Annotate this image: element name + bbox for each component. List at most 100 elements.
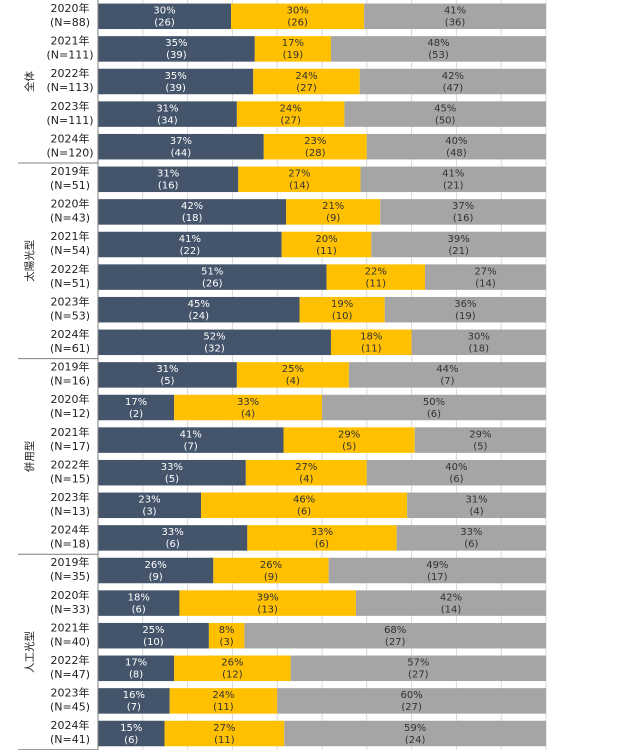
bar-row: 2024年(N=61) 52%(32) 18%(11) 30%(18) [50, 327, 546, 356]
bar-segment-series-2 [174, 655, 291, 682]
bar-segment-series-2 [263, 133, 367, 160]
data-label-count: (21) [448, 246, 469, 257]
data-label-count: (13) [257, 604, 278, 615]
data-label-count: (16) [158, 181, 179, 192]
bar-segment-series-1 [98, 101, 237, 127]
data-label-percent: 17% [125, 397, 147, 408]
data-label-percent: 30% [468, 332, 490, 343]
data-label-percent: 35% [165, 71, 187, 82]
bar-segment-series-3 [284, 720, 546, 747]
bar-segment-series-3 [355, 590, 546, 616]
bar-segment-series-3 [344, 101, 546, 127]
row-year-label: 2020年 [51, 197, 90, 211]
data-label-count: (26) [154, 18, 175, 29]
data-label-percent: 17% [125, 658, 147, 669]
data-label-percent: 30% [153, 6, 175, 17]
data-label-percent: 48% [427, 38, 449, 49]
bar-segment-series-1 [98, 36, 255, 62]
group-4: 人工光型2019年(N=35)26%(9)26%(9)49%(17)2020年(… [18, 555, 547, 751]
data-label-count: (19) [283, 50, 304, 61]
data-label-count: (36) [445, 18, 466, 29]
row-year-label: 2024年 [51, 131, 90, 145]
data-label-count: (24) [189, 311, 210, 322]
row-year-label: 2021年 [51, 425, 90, 439]
bar-row: 2021年(N=17)41%(7)29%(5)29%(5) [50, 425, 546, 453]
row-n-label: (N=88) [50, 16, 90, 29]
data-label-count: (6) [124, 735, 138, 746]
data-label-percent: 45% [188, 299, 210, 310]
bar-segment-series-1 [98, 68, 254, 95]
bar-segment-series-3 [396, 525, 546, 551]
data-label-percent: 20% [315, 234, 337, 245]
bar-segment-series-3 [384, 296, 546, 323]
data-label-percent: 31% [465, 495, 487, 506]
data-label-count: (39) [165, 83, 186, 94]
data-label-percent: 33% [161, 462, 183, 473]
row-year-label: 2019年 [51, 555, 90, 569]
data-label-percent: 27% [295, 462, 317, 473]
data-label-count: (12) [222, 670, 243, 681]
data-label-percent: 57% [407, 658, 429, 669]
bar-segment-series-3 [277, 688, 546, 714]
bar-segment-series-3 [366, 459, 546, 486]
data-label-count: (26) [202, 278, 223, 289]
group-3: 併用型2019年(N=16)31%(5)25%(4)44%(7)2020年(N=… [18, 360, 546, 555]
row-n-label: (N=113) [46, 81, 93, 94]
bar-segment-series-2 [245, 459, 367, 486]
data-label-count: (26) [287, 18, 308, 29]
row-n-label: (N=40) [50, 635, 90, 648]
data-label-count: (27) [408, 670, 429, 681]
data-label-percent: 18% [360, 332, 382, 343]
row-year-label: 2021年 [51, 620, 90, 634]
data-label-percent: 19% [331, 299, 353, 310]
data-label-count: (18) [469, 344, 490, 355]
bar-segment-series-1 [98, 622, 209, 649]
bar-segment-series-1 [98, 166, 239, 193]
bar-segment-series-3 [407, 492, 546, 519]
data-label-percent: 25% [142, 625, 164, 636]
bar-segment-series-1 [98, 133, 264, 160]
data-label-count: (21) [443, 181, 464, 192]
data-label-percent: 41% [442, 169, 464, 180]
bar-row: 2023年(N=111) 31%(34) 24%(27) 45%(50) [46, 99, 546, 127]
data-label-count: (6) [315, 539, 329, 550]
bar-segment-series-3 [290, 655, 546, 682]
data-label-percent: 35% [165, 38, 187, 49]
row-year-label: 2023年 [51, 294, 90, 308]
data-label-percent: 26% [260, 560, 282, 571]
bar-row: 2021年(N=111) 35%(39) 17%(19) 48%(53) [46, 34, 546, 62]
data-label-count: (7) [127, 702, 141, 713]
group-label: 太陽光型 [23, 240, 36, 282]
data-label-percent: 42% [181, 201, 203, 212]
bar-segment-series-2 [213, 557, 329, 584]
data-label-count: (7) [440, 376, 454, 387]
bar-segment-series-1 [98, 688, 170, 714]
data-label-percent: 31% [157, 169, 179, 180]
data-label-percent: 24% [280, 103, 302, 114]
bar-segment-series-3 [348, 362, 546, 388]
data-label-percent: 16% [123, 690, 145, 701]
row-year-label: 2022年 [51, 457, 90, 471]
data-label-count: (9) [264, 572, 278, 583]
bar-segment-series-2 [299, 296, 385, 323]
bar-segment-series-3 [359, 68, 546, 95]
data-label-count: (10) [332, 311, 353, 322]
bar-segment-series-3 [414, 427, 546, 453]
data-label-count: (47) [443, 83, 464, 94]
row-n-label: (N=54) [50, 244, 90, 257]
data-label-count: (14) [441, 604, 462, 615]
row-year-label: 2021年 [51, 229, 90, 243]
bar-segment-series-2 [283, 427, 415, 453]
data-label-percent: 39% [257, 592, 279, 603]
data-label-percent: 42% [440, 592, 462, 603]
group-2: 太陽光型2019年(N=51)31%(16)27%(14)41%(21)2020… [18, 164, 546, 360]
data-label-percent: 51% [201, 266, 223, 277]
data-label-count: (6) [427, 409, 441, 420]
bar-row: 2023年(N=53) 45%(24) 19%(10) 36%(19) [50, 294, 546, 323]
data-label-percent: 17% [282, 38, 304, 49]
bar-segment-series-3 [322, 394, 546, 421]
bar-segment-series-1 [98, 557, 214, 584]
data-label-percent: 33% [311, 527, 333, 538]
bar-segment-series-2 [253, 68, 360, 95]
